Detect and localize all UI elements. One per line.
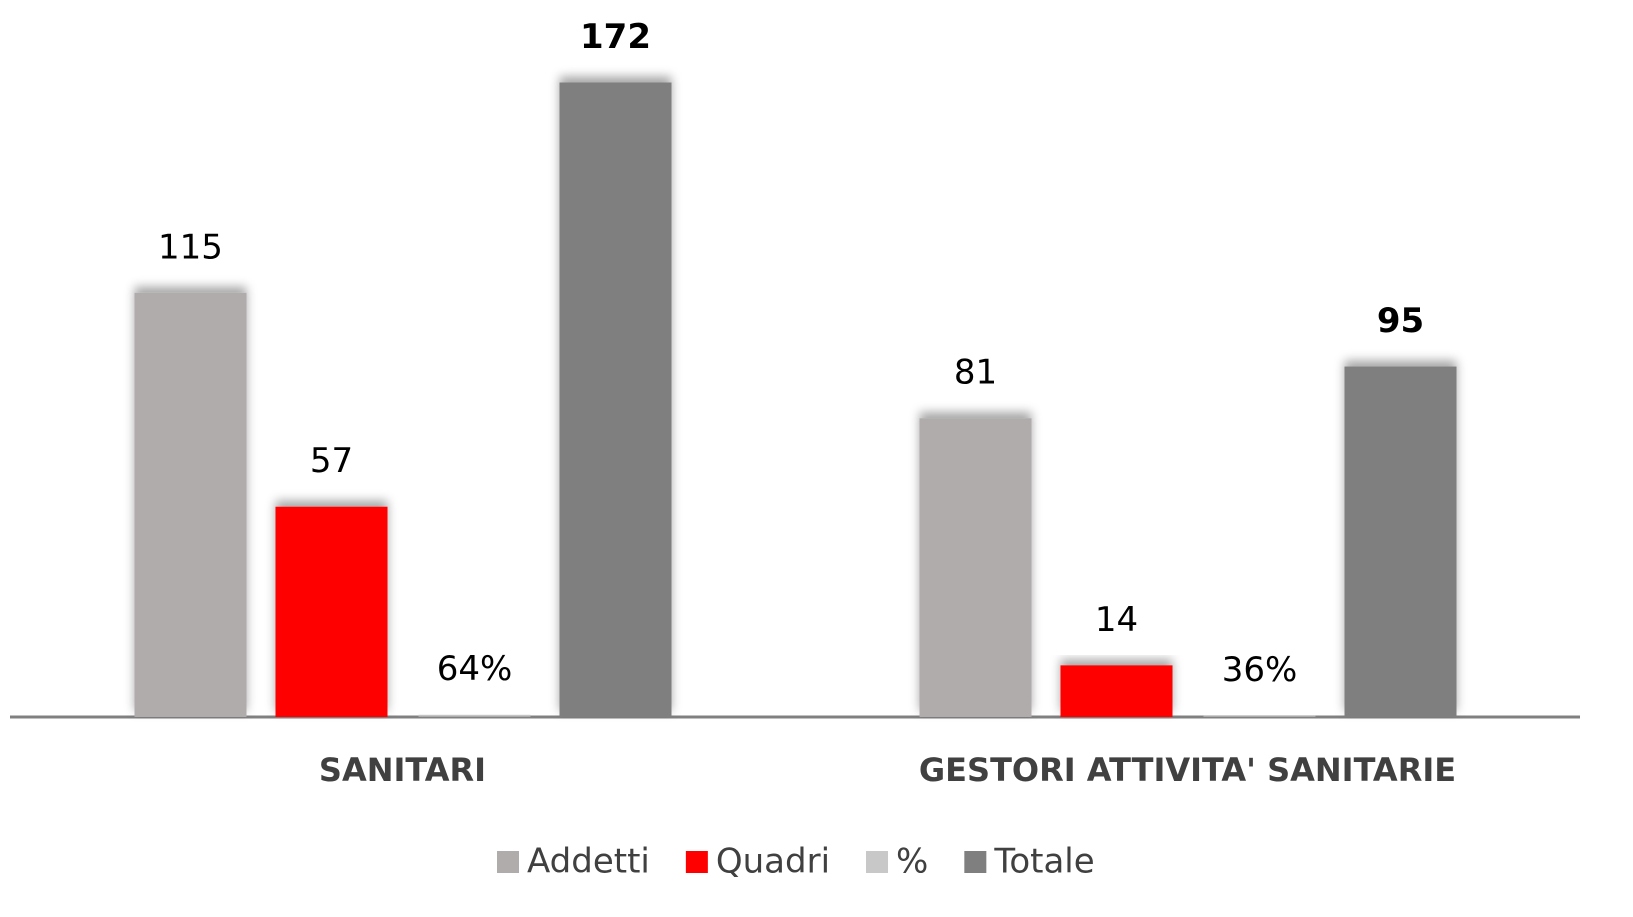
- legend-swatch: [685, 851, 708, 873]
- legend-swatch: [497, 851, 519, 873]
- legend-swatch: [964, 851, 987, 873]
- legend-label: %: [896, 842, 928, 882]
- data-label: 14: [1095, 600, 1138, 640]
- bar: [418, 714, 531, 717]
- data-label: 64%: [437, 649, 513, 689]
- data-label: 81: [954, 353, 997, 393]
- legend-label: Totale: [993, 842, 1094, 882]
- data-label: 57: [310, 441, 353, 481]
- bar: [1060, 665, 1173, 717]
- legend-label: Quadri: [716, 842, 830, 882]
- data-label: 36%: [1222, 650, 1298, 690]
- bar: [1203, 715, 1316, 717]
- data-label: 115: [158, 227, 223, 267]
- bar: [1344, 366, 1457, 717]
- x-tick-label: SANITARI: [319, 751, 486, 789]
- bar: [919, 418, 1032, 717]
- data-label: 95: [1377, 301, 1424, 341]
- bar: [559, 82, 672, 717]
- bar: [275, 506, 388, 717]
- bar: [134, 292, 247, 717]
- legend-label: Addetti: [527, 842, 650, 882]
- legend-swatch: [866, 851, 889, 873]
- data-label: 172: [580, 17, 651, 57]
- x-tick-label: GESTORI ATTIVITA' SANITARIE: [919, 751, 1456, 789]
